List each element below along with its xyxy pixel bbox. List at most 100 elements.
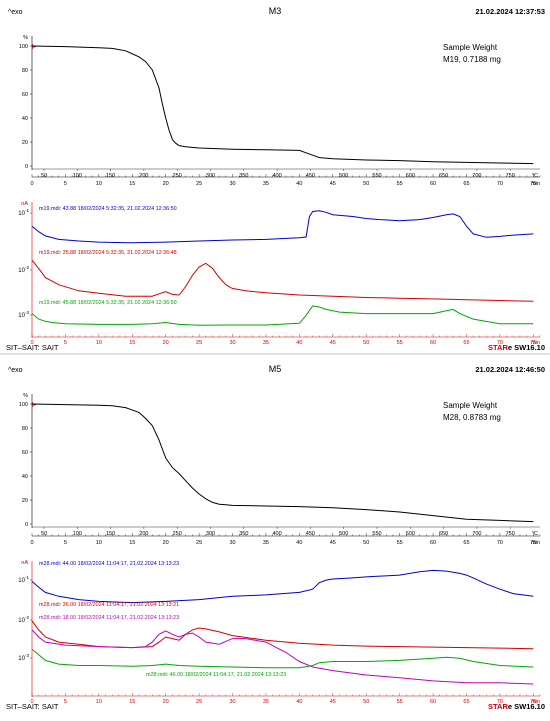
ms-y-tick-label: 10-2 [18, 265, 29, 274]
panel-datetime: 21.02.2024 12:46:50 [475, 365, 545, 374]
sample-weight-value: M19, 0.7188 mg [443, 55, 501, 64]
star-brand: STAR [488, 702, 508, 711]
ms-trace-label: m19.mdi: 35.88 18/02/2024 5:32:35, 21.02… [39, 250, 177, 256]
time-tick-label: 25 [196, 540, 202, 546]
tga-y-tick-label: 60 [22, 450, 28, 456]
ms-time-tick-label: 5 [64, 699, 67, 705]
ms-time-tick-label: 40 [296, 699, 302, 705]
time-tick-label: 25 [196, 181, 202, 187]
panel-datetime: 21.02.2024 12:37:53 [475, 7, 545, 16]
tga-y-tick-label: 0 [25, 522, 28, 528]
sample-weight-value: M28, 0.8783 mg [443, 413, 501, 422]
temp-tick-label: 100 [73, 173, 82, 179]
tga-y-tick-label: 40 [22, 116, 28, 122]
temp-tick-label: 250 [173, 173, 182, 179]
ms-time-tick-label: 70 [497, 699, 503, 705]
ms-y-tick-label: 10-1 [18, 208, 29, 217]
ms-time-tick-label: 50 [363, 699, 369, 705]
ms-curve-4 [31, 648, 534, 669]
software-version: e SW16.10 [508, 702, 545, 711]
time-tick-label: 65 [463, 540, 469, 546]
ms-time-tick-label: 55 [397, 699, 403, 705]
time-tick-label: 60 [430, 540, 436, 546]
ms-y-unit: nA [21, 201, 28, 207]
ms-time-unit: min [531, 340, 540, 346]
exo-label: ^exo [8, 367, 23, 374]
temp-tick-label: 50 [41, 531, 47, 537]
tick-exponent: -3 [25, 653, 29, 658]
ms-curve-3 [31, 305, 534, 326]
temp-tick-label: 150 [106, 531, 115, 537]
tick-exponent: -2 [25, 615, 29, 620]
tga-y-tick-label: 100 [19, 44, 28, 50]
tga-curve [31, 403, 534, 523]
ms-trace-label: m19.mdi: 45.88 18/02/2024 5:32:35, 21.02… [39, 300, 177, 306]
temp-tick-label: 700 [472, 173, 481, 179]
temp-tick-label: 750 [506, 531, 515, 537]
ms-time-tick-label: 45 [330, 340, 336, 346]
ms-time-tick-label: 25 [196, 340, 202, 346]
ms-time-tick-label: 75 [530, 699, 536, 705]
tga-start-marker: |▸ [32, 44, 36, 50]
time-unit: min [531, 181, 540, 187]
footer-right: STARe SW16.10 [488, 343, 545, 352]
ms-time-tick-label: 10 [96, 340, 102, 346]
ms-curve-3 [31, 629, 534, 685]
tga-y-tick-label: 80 [22, 426, 28, 432]
tga-y-unit: % [23, 35, 28, 41]
temp-unit: °C [532, 531, 538, 537]
ms-time-tick-label: 50 [363, 340, 369, 346]
ms-time-tick-label: 5 [64, 340, 67, 346]
ms-y-tick-label: 10-1 [18, 575, 29, 584]
time-tick-label: 75 [530, 540, 536, 546]
ms-time-tick-label: 20 [163, 699, 169, 705]
sample-weight-label: Sample Weight [443, 401, 498, 410]
temp-tick-label: 700 [472, 531, 481, 537]
temp-tick-label: 400 [273, 173, 282, 179]
ms-y-tick-label: 10-2 [18, 615, 29, 624]
ms-trace-label: m28.mdi: 46.00 18/02/2024 11:04:17, 21.0… [146, 672, 286, 678]
ms-time-tick-label: 15 [129, 699, 135, 705]
ms-y-tick-label: 10-3 [18, 653, 29, 662]
temp-tick-label: 400 [273, 531, 282, 537]
ms-trace-label: m28.mdi: 18.00 18/02/2024 11:04:17, 21.0… [39, 615, 179, 621]
tick-base: 10 [18, 211, 25, 217]
temp-tick-label: 500 [339, 531, 348, 537]
ms-trace-label: m28.mdi: 36.00 18/02/2024 11:04:17, 21.0… [39, 602, 179, 608]
tick-exponent: -1 [25, 575, 29, 580]
temp-unit: °C [532, 173, 538, 179]
tga-y-tick-label: 20 [22, 140, 28, 146]
tick-base: 10 [18, 618, 25, 624]
temp-tick-label: 450 [306, 531, 315, 537]
time-tick-label: 70 [497, 540, 503, 546]
temp-tick-label: 650 [439, 173, 448, 179]
ms-curve-2 [31, 620, 534, 650]
time-tick-label: 65 [463, 181, 469, 187]
ms-y-unit: nA [21, 560, 28, 566]
tick-base: 10 [18, 578, 25, 584]
panel-m3: ^exo M3 21.02.2024 12:37:53%100806040200|▸… [0, 6, 550, 355]
temp-tick-label: 550 [372, 531, 381, 537]
ms-time-tick-label: 70 [497, 340, 503, 346]
ms-time-tick-label: 15 [129, 340, 135, 346]
temp-tick-label: 550 [372, 173, 381, 179]
time-tick-label: 75 [530, 181, 536, 187]
ms-time-unit: min [531, 699, 540, 705]
ms-time-tick-label: 40 [296, 340, 302, 346]
time-tick-label: 15 [129, 540, 135, 546]
ms-time-tick-label: 45 [330, 699, 336, 705]
ms-trace-label: m19.mdi: 43.88 18/02/2024 5:32:35, 21.02… [39, 206, 177, 212]
time-tick-label: 55 [397, 540, 403, 546]
ms-time-tick-label: 65 [463, 699, 469, 705]
time-tick-label: 20 [163, 540, 169, 546]
tga-start-marker: |▸ [32, 402, 36, 408]
ms-time-tick-label: 75 [530, 340, 536, 346]
temp-tick-label: 200 [139, 531, 148, 537]
time-tick-label: 45 [330, 181, 336, 187]
ms-time-tick-label: 65 [463, 340, 469, 346]
temp-tick-label: 300 [206, 173, 215, 179]
